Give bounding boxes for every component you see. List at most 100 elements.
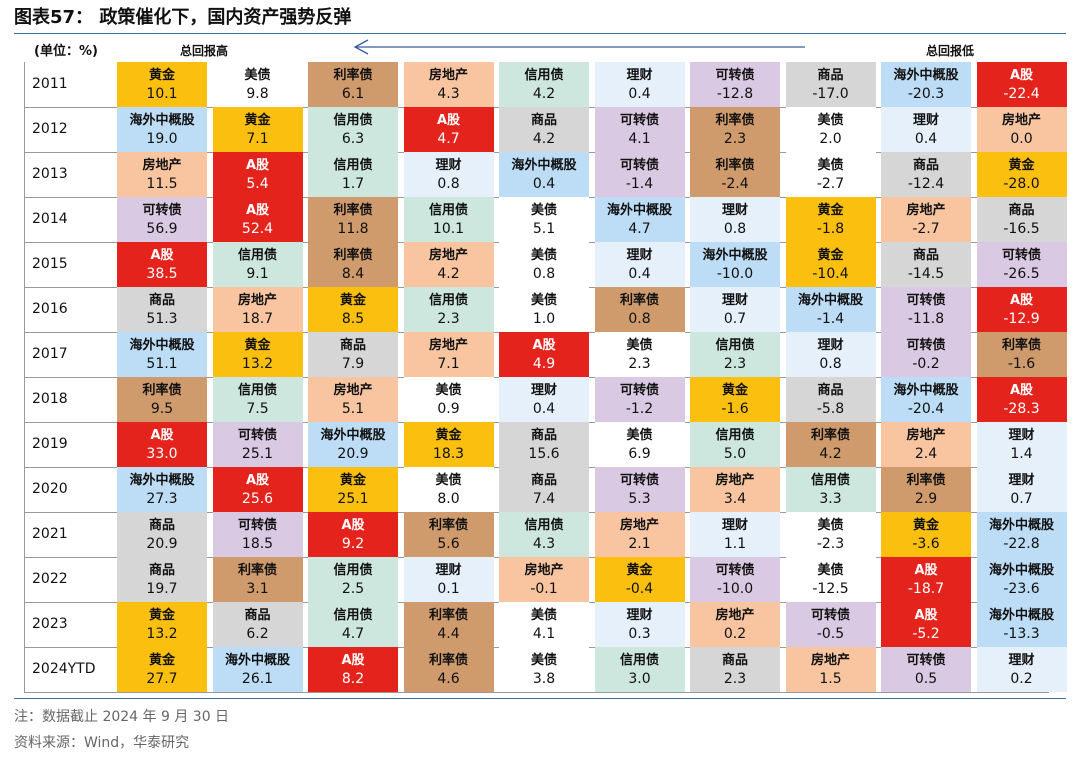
return-value: 5.1 [341,401,365,417]
asset-name: 可转债 [237,428,277,443]
asset-cell: 海外中概股 -10.0 [690,242,780,287]
row-divider [24,692,1049,693]
asset-name: 理财 [435,563,462,578]
asset-name: 商品 [1008,203,1035,218]
asset-cell: 海外中概股 26.1 [212,647,303,692]
asset-name: 商品 [530,473,557,488]
asset-name: 可转债 [810,608,850,623]
asset-cell: 可转债 0.5 [881,647,971,692]
asset-name: 黄金 [912,518,939,533]
asset-name: A股 [150,428,174,443]
asset-cell: 利率债 0.8 [594,287,685,332]
return-value: 0.8 [723,221,747,237]
return-value: -1.4 [625,176,654,192]
asset-cell: 美债 8.0 [403,467,494,512]
return-value: -11.8 [907,311,945,327]
asset-cell: 黄金 -28.0 [976,152,1067,197]
asset-cell: 利率债 -1.6 [976,332,1067,377]
asset-name: 信用债 [524,518,564,533]
asset-name: 信用债 [715,338,755,353]
table-row: 2021 商品 20.9 可转债 18.5 A股 9.2 利率债 5.6 信用债 4.3 房地产 2.1… [24,512,1067,558]
asset-name: 信用债 [237,248,277,263]
return-value: 2.3 [723,356,747,372]
asset-name: 黄金 [339,293,366,308]
return-value: 4.2 [532,86,556,102]
asset-cell: 黄金 27.7 [117,647,207,692]
asset-name: 可转债 [906,338,946,353]
asset-cell: 商品 51.3 [117,287,207,332]
asset-cell: 美债 -12.5 [785,557,876,602]
asset-cell: 美债 2.3 [594,332,685,377]
return-value: 2.9 [914,491,938,507]
asset-name: 美债 [530,608,557,623]
asset-cell: 海外中概股 -13.3 [976,602,1067,647]
asset-cell: 商品 -12.4 [881,152,971,197]
asset-cell: 理财 1.4 [976,422,1067,467]
return-value: 0.3 [628,626,651,642]
asset-name: 商品 [817,383,844,398]
asset-cell: 黄金 13.2 [212,332,303,377]
table-row: 2013 房地产 11.5 A股 5.4 信用债 1.7 理财 0.8 海外中概股 0.4 可转债 -1… [24,152,1067,198]
asset-cell: 黄金 -0.4 [594,557,685,602]
asset-cell: 黄金 -10.4 [785,242,876,287]
asset-name: A股 [914,563,938,578]
asset-cell: 商品 19.7 [117,557,207,602]
asset-cell: 房地产 4.2 [403,242,494,287]
return-value: -1.6 [1007,356,1036,372]
return-value: 0.7 [723,311,747,327]
title-divider [14,33,1066,34]
return-value: 5.6 [437,536,460,552]
return-value: 0.4 [628,86,651,102]
asset-cell: 海外中概股 27.3 [117,467,207,512]
return-value: -0.2 [912,356,940,372]
asset-name: 商品 [148,518,175,533]
table-row: 2015 A股 38.5 信用债 9.1 利率债 8.4 房地产 4.2 美债 0.8 理财 0.4 海外… [24,242,1067,288]
return-value: 2.3 [723,131,747,147]
asset-name: 理财 [626,608,653,623]
return-value: 7.1 [437,356,460,372]
year-label: 2018 [32,391,68,407]
asset-cell: 可转债 -26.5 [976,242,1067,287]
return-value: 18.5 [241,536,274,552]
return-value: -10.0 [716,266,754,282]
asset-cell: 信用债 3.0 [594,647,685,692]
asset-cell: A股 4.9 [499,332,589,377]
year-label: 2023 [32,616,68,632]
asset-name: 利率债 [142,383,182,398]
asset-cell: 房地产 18.7 [212,287,303,332]
asset-cell: 理财 1.1 [690,512,780,557]
year-label: 2014 [32,211,68,227]
asset-cell: 利率债 5.6 [403,512,494,557]
asset-name: 可转债 [906,293,946,308]
asset-name: 房地产 [810,653,850,668]
return-value: -12.4 [907,176,945,192]
asset-name: 利率债 [333,248,373,263]
asset-name: 利率债 [237,563,277,578]
asset-name: 黄金 [721,383,748,398]
asset-name: 美债 [817,158,844,173]
return-value: 26.1 [241,671,274,687]
asset-cell: 海外中概股 -23.6 [976,557,1067,602]
asset-cell: 理财 0.4 [881,107,971,152]
asset-name: 利率债 [428,653,468,668]
asset-cell: 信用债 5.0 [690,422,780,467]
return-value: 19.7 [146,581,178,597]
return-value: 2.1 [628,536,651,552]
asset-name: 理财 [721,203,748,218]
asset-name: 美债 [530,653,557,668]
asset-name: 可转债 [619,473,659,488]
asset-name: 黄金 [148,608,175,623]
return-value: 13.2 [146,626,178,642]
return-value: 1.5 [819,671,842,687]
return-value: -18.7 [907,581,945,597]
asset-name: 房地产 [524,563,564,578]
return-value: 4.7 [437,131,460,147]
return-value: 0.8 [819,356,842,372]
asset-name: 美债 [244,68,271,83]
asset-name: 美债 [530,248,557,263]
return-value: 2.4 [914,446,938,462]
asset-name: 房地产 [715,473,755,488]
asset-cell: 信用债 7.5 [212,377,303,422]
asset-cell: 利率债 2.9 [881,467,971,512]
return-value: 0.7 [1010,491,1033,507]
